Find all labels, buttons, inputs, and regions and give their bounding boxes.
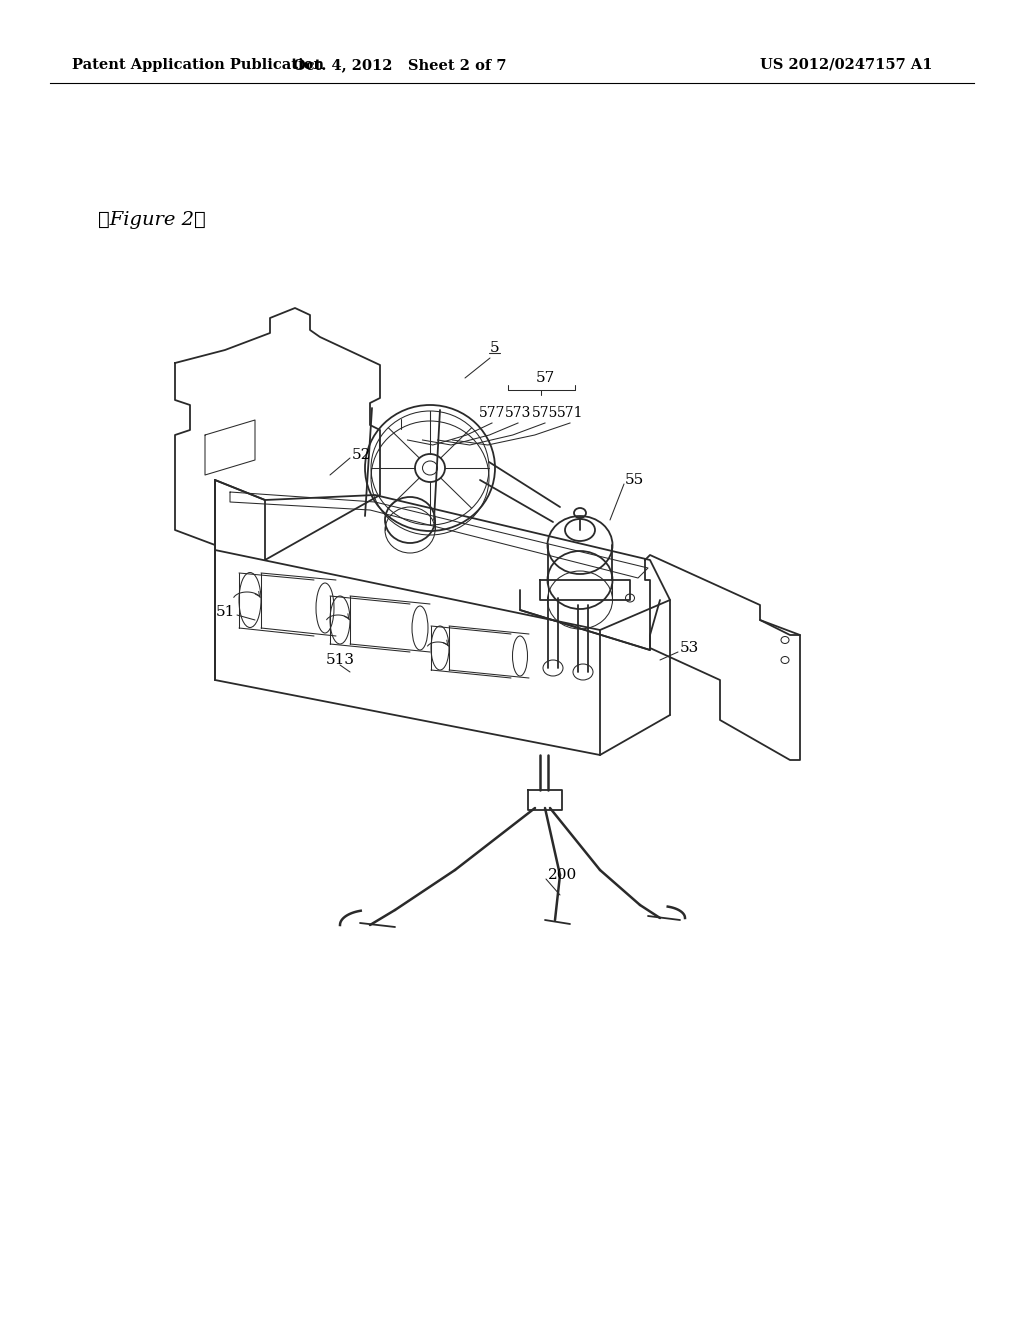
Text: 55: 55 [625,473,644,487]
Text: 571: 571 [557,407,584,420]
Text: US 2012/0247157 A1: US 2012/0247157 A1 [760,58,933,73]
Text: Oct. 4, 2012   Sheet 2 of 7: Oct. 4, 2012 Sheet 2 of 7 [293,58,507,73]
Text: 575: 575 [531,407,558,420]
Text: 5: 5 [490,341,500,355]
Text: 57: 57 [536,371,555,385]
Text: 53: 53 [680,642,699,655]
Text: 52: 52 [352,447,372,462]
Text: 51: 51 [216,605,234,619]
Text: Patent Application Publication: Patent Application Publication [72,58,324,73]
Text: 573: 573 [505,407,531,420]
Text: 513: 513 [326,653,354,667]
Text: 577: 577 [479,407,505,420]
Text: 【Figure 2】: 【Figure 2】 [98,211,206,228]
Text: 200: 200 [548,869,578,882]
